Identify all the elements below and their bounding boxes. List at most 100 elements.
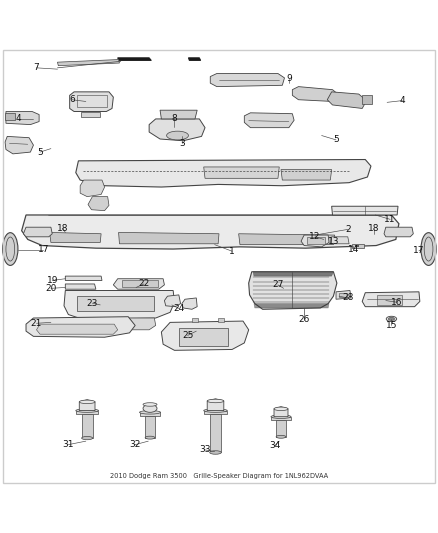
Ellipse shape: [276, 435, 286, 438]
Text: 32: 32: [130, 440, 141, 449]
Ellipse shape: [143, 403, 157, 406]
Polygon shape: [161, 321, 249, 350]
Polygon shape: [253, 272, 333, 276]
Text: 2010 Dodge Ram 3500   Grille-Speaker Diagram for 1NL962DVAA: 2010 Dodge Ram 3500 Grille-Speaker Diagr…: [110, 473, 328, 479]
Ellipse shape: [79, 400, 95, 403]
Text: 9: 9: [286, 74, 292, 83]
Polygon shape: [57, 60, 120, 66]
Polygon shape: [119, 232, 219, 244]
Polygon shape: [113, 279, 164, 289]
Polygon shape: [188, 58, 201, 60]
Bar: [5, 113, 14, 120]
Ellipse shape: [421, 233, 436, 265]
Ellipse shape: [274, 407, 288, 410]
Polygon shape: [332, 206, 398, 215]
Text: 1: 1: [229, 247, 235, 256]
Polygon shape: [292, 87, 338, 101]
Polygon shape: [327, 92, 367, 108]
Polygon shape: [249, 272, 337, 309]
Text: 28: 28: [342, 294, 353, 302]
Text: 4: 4: [399, 96, 405, 105]
Bar: [307, 237, 325, 244]
Bar: [179, 328, 228, 346]
Polygon shape: [331, 237, 349, 244]
Polygon shape: [21, 215, 399, 249]
Text: 5: 5: [333, 135, 339, 144]
Polygon shape: [149, 119, 205, 141]
Text: 14: 14: [348, 245, 359, 254]
Polygon shape: [301, 235, 329, 247]
Ellipse shape: [271, 415, 291, 418]
Text: 26: 26: [298, 315, 310, 324]
Polygon shape: [65, 284, 96, 289]
Bar: [377, 295, 403, 305]
Polygon shape: [65, 276, 102, 280]
Text: 17: 17: [413, 246, 425, 255]
Polygon shape: [36, 324, 118, 334]
Polygon shape: [281, 169, 332, 180]
Polygon shape: [76, 159, 371, 187]
Text: 18: 18: [368, 224, 380, 233]
Polygon shape: [384, 227, 413, 237]
Ellipse shape: [76, 409, 99, 413]
Text: 24: 24: [173, 304, 184, 313]
Polygon shape: [79, 400, 95, 410]
Polygon shape: [140, 413, 160, 416]
Polygon shape: [80, 180, 105, 197]
Text: 18: 18: [57, 223, 68, 232]
Text: 25: 25: [182, 331, 193, 340]
Ellipse shape: [145, 436, 155, 439]
Text: 11: 11: [385, 215, 396, 224]
Ellipse shape: [204, 409, 227, 413]
Polygon shape: [207, 399, 224, 410]
Text: 6: 6: [69, 95, 75, 104]
Bar: [362, 95, 372, 104]
Text: 17: 17: [38, 245, 49, 254]
Polygon shape: [81, 414, 93, 438]
Text: 5: 5: [37, 148, 43, 157]
Polygon shape: [160, 110, 197, 119]
Bar: [77, 95, 107, 107]
Polygon shape: [76, 410, 99, 414]
Polygon shape: [70, 92, 113, 111]
Ellipse shape: [140, 410, 160, 414]
Text: 34: 34: [269, 441, 281, 450]
Polygon shape: [204, 410, 227, 414]
Text: 8: 8: [172, 114, 177, 123]
Ellipse shape: [81, 437, 93, 440]
Polygon shape: [218, 318, 224, 322]
Text: 31: 31: [63, 440, 74, 449]
Ellipse shape: [389, 317, 395, 320]
Polygon shape: [118, 58, 151, 60]
Ellipse shape: [143, 405, 157, 413]
Text: 16: 16: [392, 298, 403, 307]
Polygon shape: [244, 113, 294, 128]
Text: 7: 7: [34, 63, 39, 72]
Polygon shape: [145, 416, 155, 438]
Polygon shape: [204, 167, 279, 179]
Polygon shape: [68, 318, 155, 330]
Bar: [122, 280, 158, 287]
Text: 21: 21: [31, 319, 42, 328]
Ellipse shape: [386, 316, 397, 321]
Polygon shape: [239, 234, 335, 245]
Polygon shape: [210, 414, 221, 453]
Bar: [339, 293, 347, 297]
Polygon shape: [210, 74, 285, 87]
Text: 19: 19: [46, 276, 58, 285]
Polygon shape: [23, 227, 52, 237]
Ellipse shape: [207, 399, 224, 403]
Ellipse shape: [3, 233, 18, 265]
Text: 23: 23: [87, 298, 98, 308]
Polygon shape: [64, 290, 174, 319]
Ellipse shape: [210, 451, 221, 454]
Polygon shape: [164, 295, 180, 306]
Polygon shape: [88, 197, 109, 211]
Polygon shape: [336, 290, 351, 299]
Polygon shape: [26, 317, 135, 337]
Text: 27: 27: [272, 280, 284, 289]
Text: 3: 3: [179, 139, 185, 148]
Polygon shape: [254, 304, 329, 308]
Text: 4: 4: [15, 115, 21, 124]
Text: 22: 22: [138, 279, 149, 288]
